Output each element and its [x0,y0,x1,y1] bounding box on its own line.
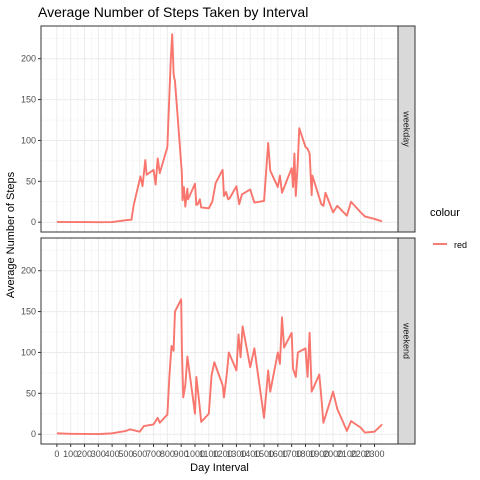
legend-title: colour [430,207,460,219]
x-axis-title: Day Interval [190,462,249,474]
legend-label: red [454,240,467,250]
chart-title: Average Number of Steps Taken by Interva… [38,4,308,20]
x-tick-label: 100 [63,449,78,459]
y-tick-label: 0 [31,429,36,439]
x-tick-label: 1700 [282,449,302,459]
strip-background [397,237,416,445]
panel-background [41,238,398,444]
x-tick-label: 700 [146,449,161,459]
x-tick-label: 2300 [365,449,385,459]
y-axis-weekend: 0 50 100 150 200 [21,266,41,439]
x-tick-label: 400 [105,449,120,459]
y-tick-label: 100 [21,347,36,357]
x-tick-label: 200 [77,449,92,459]
strip-label-weekday: weekday [402,110,412,147]
y-tick-label: 50 [26,176,36,186]
panel-background [41,26,398,232]
y-axis-title: Average Number of Steps [5,171,17,298]
x-tick-label: 2200 [351,449,371,459]
series-line-weekday [56,33,383,224]
strip-background [397,25,416,233]
y-tick-label: 100 [21,135,36,145]
x-tick-label: 300 [91,449,106,459]
x-tick-label: 2000 [323,449,343,459]
x-tick-label: 1600 [268,449,288,459]
x-tick-label: 1000 [185,449,205,459]
x-tick-label: 0 [54,449,59,459]
x-tick-label: 500 [118,449,133,459]
y-tick-label: 200 [21,54,36,64]
panel-weekday: 0 50 100 150 200 weekday [21,25,416,233]
x-tick-label: 1300 [226,449,246,459]
x-tick-label: 1800 [295,449,315,459]
x-tick-label: 1100 [199,449,218,459]
legend: colour red [430,207,467,250]
x-tick-label: 1200 [213,449,233,459]
x-tick-label: 2100 [337,449,357,459]
y-tick-label: 150 [21,307,36,317]
panel-weekend: 0 50 100 150 200 weekend [21,237,416,445]
y-tick-label: 200 [21,266,36,276]
series-line-weekend [56,298,383,435]
x-tick-label: 800 [160,449,175,459]
major-gridlines [41,238,398,444]
x-tick-label: 600 [132,449,147,459]
x-tick-label: 900 [174,449,189,459]
x-tick-label: 1900 [309,449,329,459]
x-tick-label: 1500 [254,449,274,459]
strip-label-weekend: weekend [402,322,412,359]
y-tick-label: 150 [21,95,36,105]
y-tick-label: 0 [31,217,36,227]
y-axis-weekday: 0 50 100 150 200 [21,54,41,227]
x-tick-label: 1400 [240,449,260,459]
x-axis: 0 100200300400500600700800900100011001200… [54,444,385,459]
y-tick-label: 50 [26,388,36,398]
